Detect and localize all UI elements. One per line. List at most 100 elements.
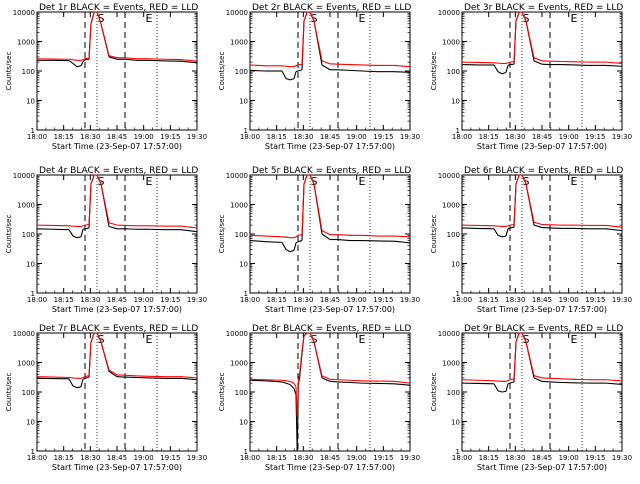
marker-label-e: E: [359, 12, 366, 25]
series-segment-events: [506, 384, 508, 392]
x-tick-label: 18:00: [240, 454, 260, 462]
series-segment-events: [286, 249, 290, 251]
y-axis-label: Counts/sec: [430, 373, 438, 412]
series-segment-lld: [266, 236, 282, 237]
series-segment-lld: [508, 380, 510, 381]
series-segment-events: [125, 59, 137, 60]
y-tick-label: 1000: [442, 202, 460, 210]
series-segment-events: [508, 65, 510, 66]
x-tick-label: 18:30: [505, 133, 525, 141]
series-segment-lld: [69, 59, 73, 60]
series-segment-lld: [314, 21, 322, 61]
x-tick-label: 18:30: [505, 296, 525, 304]
series-segment-lld: [506, 226, 508, 227]
series-segment-lld: [89, 184, 91, 225]
series-segment-lld: [73, 60, 77, 61]
series-segment-events: [510, 227, 514, 228]
y-tick-label: 10000: [438, 330, 460, 338]
y-tick-label: 100: [447, 389, 460, 397]
y-axis-label: Counts/sec: [218, 215, 226, 254]
series-segment-lld: [181, 377, 197, 378]
series-segment-events: [149, 60, 165, 61]
plot-frame: [462, 175, 622, 293]
x-tick-label: 19:30: [400, 296, 420, 304]
series-segment-lld: [516, 333, 519, 342]
series-segment-lld: [338, 235, 350, 236]
series-segment-lld: [286, 237, 290, 238]
series-segment-events: [394, 384, 410, 385]
series-segment-events: [330, 381, 338, 382]
x-tick-label: 18:15: [479, 296, 499, 304]
y-tick-label: 10000: [226, 172, 248, 180]
series-segment-events: [77, 237, 81, 238]
y-tick-label: 10000: [438, 9, 460, 17]
x-tick-label: 18:15: [479, 133, 499, 141]
series-segment-events: [77, 387, 81, 388]
x-axis-label: Start Time (23-Sep-07 17:57:00): [52, 305, 182, 314]
marker-label-s: S: [98, 333, 105, 346]
series-events: [37, 12, 197, 67]
series-lld: [462, 333, 622, 381]
y-tick-label: 1000: [17, 360, 35, 368]
x-tick-label: 18:00: [452, 454, 472, 462]
x-tick-label: 18:45: [320, 133, 340, 141]
series-segment-lld: [394, 65, 410, 66]
series-segment-events: [534, 378, 542, 381]
series-segment-lld: [85, 224, 89, 225]
series-segment-events: [250, 70, 266, 71]
series-segment-events: [606, 229, 622, 231]
series-segment-events: [350, 70, 362, 71]
marker-label-e: E: [571, 175, 578, 188]
series-segment-lld: [101, 24, 109, 56]
series-segment-lld: [506, 381, 508, 382]
x-tick-label: 18:45: [532, 454, 552, 462]
series-segment-lld: [294, 383, 296, 387]
series-segment-events: [109, 226, 117, 228]
marker-label-e: E: [146, 333, 153, 346]
series-segment-events: [322, 234, 330, 240]
series-segment-lld: [298, 64, 302, 65]
series-segment-events: [534, 61, 542, 64]
x-axis-label: Start Time (23-Sep-07 17:57:00): [265, 305, 395, 314]
series-segment-lld: [250, 65, 266, 66]
series-segment-events: [322, 65, 330, 70]
x-tick-label: 18:15: [54, 133, 74, 141]
series-segment-lld: [322, 231, 330, 235]
x-tick-label: 19:15: [160, 296, 180, 304]
chart-panel-9: Det 9r BLACK = Events, RED = LLD11010010…: [430, 324, 632, 472]
x-tick-label: 18:00: [27, 454, 47, 462]
series-segment-lld: [510, 61, 514, 62]
marker-label-e: E: [571, 12, 578, 25]
chart-panel-5: Det 5r BLACK = Events, RED = LLD11010010…: [218, 166, 420, 314]
y-axis-label: Counts/sec: [218, 373, 226, 412]
series-segment-events: [286, 79, 290, 80]
x-tick-label: 19:00: [347, 454, 367, 462]
series-segment-events: [250, 380, 266, 381]
y-axis-label: Counts/sec: [5, 215, 13, 254]
series-segment-lld: [296, 65, 298, 66]
series-segment-events: [85, 377, 89, 378]
x-tick-label: 19:30: [187, 296, 207, 304]
x-axis-label: Start Time (23-Sep-07 17:57:00): [477, 463, 607, 472]
series-lld: [37, 175, 197, 228]
series-segment-events: [294, 243, 296, 250]
x-tick-label: 19:30: [400, 133, 420, 141]
series-events: [462, 333, 622, 392]
series-segment-events: [534, 225, 542, 227]
series-segment-lld: [314, 342, 322, 376]
chart-panel-8: Det 8r BLACK = Events, RED = LLD11010010…: [218, 324, 420, 472]
y-tick-label: 100: [22, 389, 35, 397]
series-segment-lld: [83, 225, 85, 226]
series-segment-events: [282, 71, 286, 79]
x-tick-label: 18:15: [267, 454, 287, 462]
y-tick-label: 10: [26, 419, 35, 427]
series-segment-lld: [510, 224, 514, 225]
series-segment-lld: [91, 12, 94, 24]
plot-frame: [462, 12, 622, 130]
series-segment-events: [298, 241, 302, 242]
chart-panel-3: Det 3r BLACK = Events, RED = LLD11010010…: [430, 3, 632, 151]
series-segment-lld: [83, 377, 85, 378]
series-lld: [462, 175, 622, 227]
y-tick-label: 10000: [226, 330, 248, 338]
series-segment-lld: [322, 61, 330, 64]
